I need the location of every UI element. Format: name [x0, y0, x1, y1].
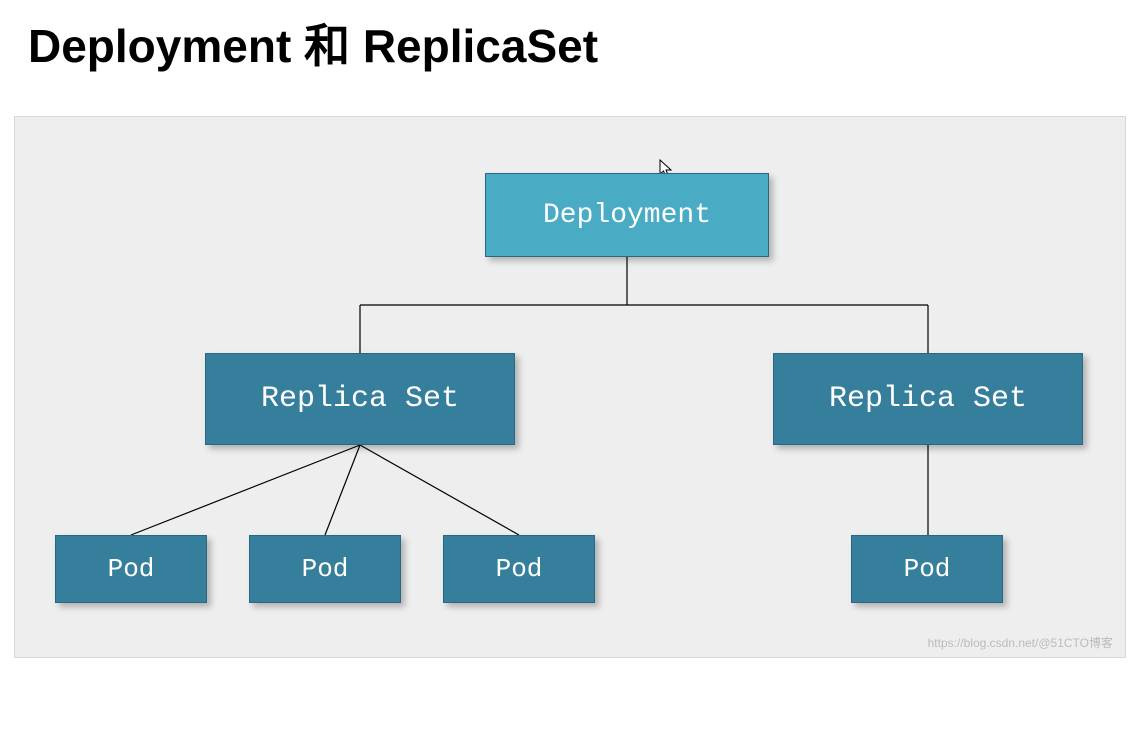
node-pod4: Pod — [851, 535, 1003, 603]
node-pod1: Pod — [55, 535, 207, 603]
node-pod2: Pod — [249, 535, 401, 603]
page-title: Deployment 和 ReplicaSet — [28, 10, 1140, 76]
node-pod3: Pod — [443, 535, 595, 603]
node-rs1: Replica Set — [205, 353, 515, 445]
node-rs2: Replica Set — [773, 353, 1083, 445]
watermark-text: https://blog.csdn.net/@51CTO博客 — [928, 634, 1113, 651]
node-deployment: Deployment — [485, 173, 769, 257]
diagram-panel: https://blog.csdn.net/@51CTO博客 Deploymen… — [14, 116, 1126, 658]
